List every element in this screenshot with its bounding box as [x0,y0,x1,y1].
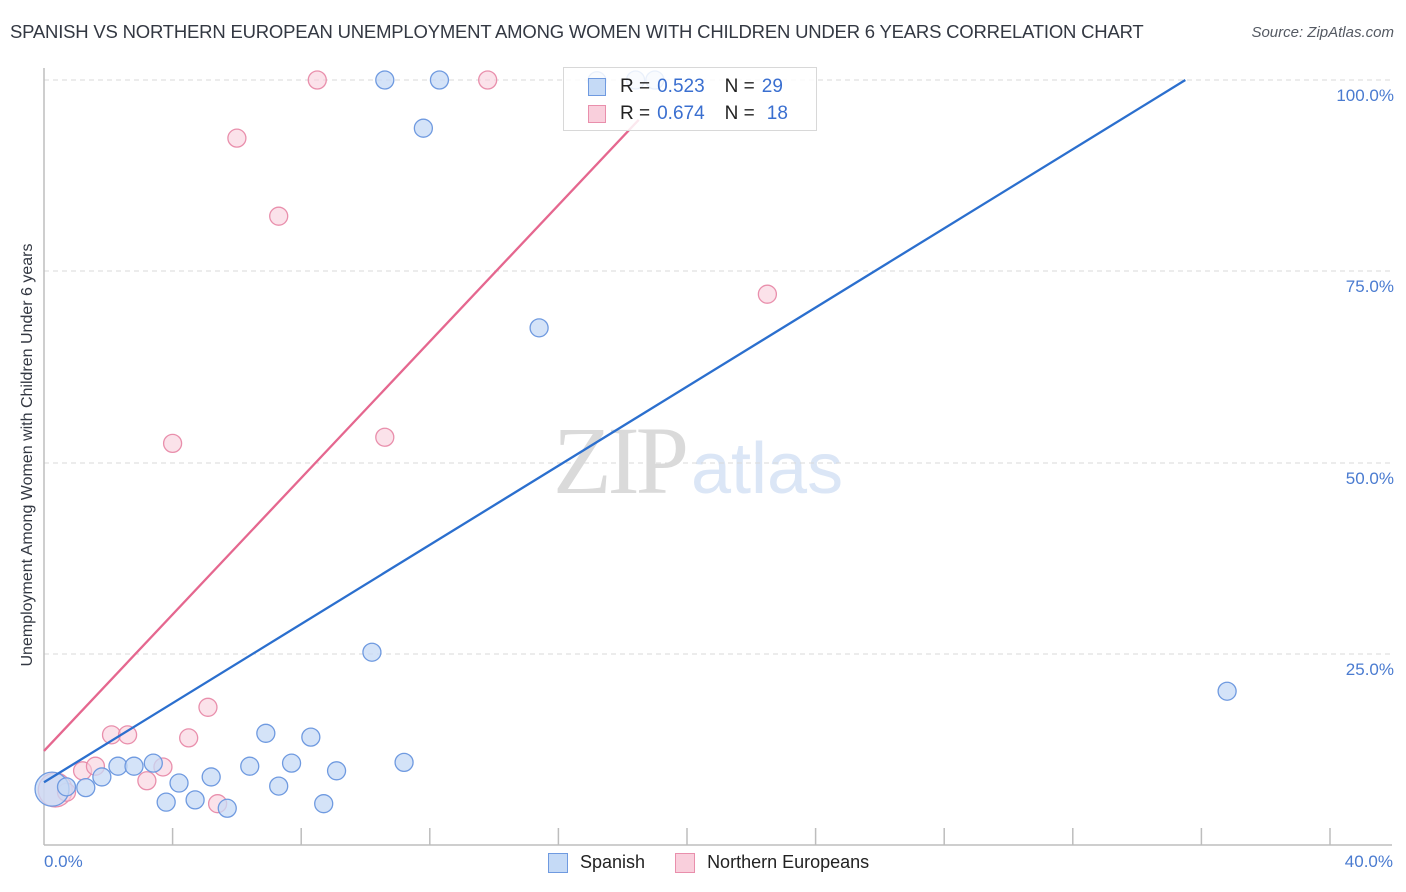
legend-row-spanish: R = 0.523 N = 29 [588,75,783,99]
legend-item-spanish[interactable]: Spanish [548,852,645,873]
y-axis-label: Unemployment Among Women with Children U… [19,243,36,667]
data-point[interactable] [240,756,260,776]
y-tick-50: 50.0% [1345,469,1394,488]
data-point[interactable] [56,777,77,797]
data-point[interactable] [256,723,276,743]
data-point[interactable] [281,753,302,773]
y-tick-100: 100.0% [1336,86,1394,105]
legend-label: Spanish [580,852,646,872]
x-tick-min: 0.0% [44,852,83,871]
data-point[interactable] [143,753,163,773]
chart-title: SPANISH VS NORTHERN EUROPEAN UNEMPLOYMEN… [10,21,1144,42]
data-point[interactable] [156,792,176,812]
y-tick-75: 75.0% [1345,277,1394,296]
spanish-swatch-icon [548,852,568,873]
n-label: N = [724,76,755,97]
spanish-swatch-icon [588,78,606,96]
n-value: 29 [761,76,783,97]
y-tick-25: 25.0% [1345,660,1394,679]
data-point[interactable] [162,433,183,454]
data-point[interactable] [124,756,144,776]
watermark-atlas: atlas [691,429,844,509]
data-point[interactable] [307,70,327,90]
northern-trend-line [43,118,640,752]
data-point[interactable] [314,794,334,814]
data-point[interactable] [757,284,778,304]
spanish-trend-line [43,79,1186,784]
legend-label: Northern Europeans [707,852,870,872]
data-point[interactable] [198,697,218,717]
data-point[interactable] [108,756,128,776]
data-point[interactable] [137,771,157,791]
data-point[interactable] [429,70,450,90]
northern-swatch-icon [588,105,606,123]
northern-europeans-points [37,70,778,814]
n-value: 18 [766,103,788,124]
northern-swatch-icon [675,852,696,873]
source-label: Source: ZipAtlas.com [1251,24,1394,41]
r-value: 0.523 [657,76,705,97]
data-point[interactable] [301,727,321,747]
trend-lines [43,79,1186,784]
r-label: R = [620,76,651,97]
data-point[interactable] [394,752,414,773]
data-point[interactable] [269,206,289,226]
n-label: N = [724,103,755,124]
legend-row-northern: R = 0.674 N = 18 [588,102,788,126]
data-point[interactable] [76,777,96,798]
data-point[interactable] [117,725,138,745]
data-point[interactable] [326,761,347,781]
data-point[interactable] [1217,681,1237,701]
x-tick-max: 40.0% [1344,852,1393,871]
data-point[interactable] [185,790,205,810]
correlation-legend: R = 0.523 N = 29 R = 0.674 N = 18 [563,67,817,131]
watermark-zip: ZIP [553,407,689,514]
data-point[interactable] [227,128,247,148]
data-point[interactable] [201,767,221,787]
data-point[interactable] [413,118,434,138]
x-tick-marks [171,828,1331,845]
r-value: 0.674 [657,103,705,124]
data-point[interactable] [269,776,289,796]
data-point[interactable] [375,427,395,447]
data-point[interactable] [478,70,498,90]
watermark: ZIPatlas [553,405,843,516]
data-point[interactable] [92,767,112,787]
axes [43,68,1392,846]
series-legend: Spanish Northern Europeans [548,852,899,873]
data-point[interactable] [375,70,395,90]
data-point[interactable] [529,318,549,338]
data-point[interactable] [179,728,199,748]
data-point[interactable] [362,642,382,662]
data-point[interactable] [217,798,237,818]
r-label: R = [620,103,651,124]
legend-item-northern-europeans[interactable]: Northern Europeans [675,852,869,873]
data-point[interactable] [169,773,189,793]
